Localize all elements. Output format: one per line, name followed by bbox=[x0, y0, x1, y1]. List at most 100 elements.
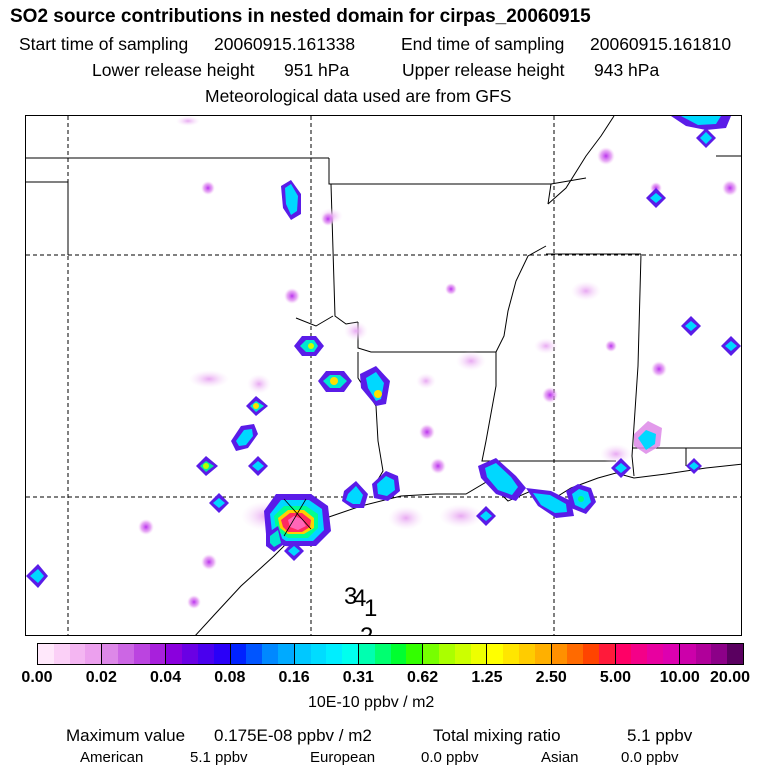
colorbar-swatch bbox=[423, 644, 439, 664]
colorbar-swatch bbox=[166, 644, 183, 664]
colorbar-swatch bbox=[663, 644, 679, 664]
map-svg: 3 4 1 2 bbox=[26, 116, 741, 636]
colorbar-swatch bbox=[503, 644, 519, 664]
colorbar-swatch bbox=[583, 644, 599, 664]
trajectory-label-1: 1 bbox=[364, 595, 377, 622]
asian-value: 0.0 ppbv bbox=[621, 749, 679, 766]
max-value: 0.175E-08 ppbv / m2 bbox=[214, 726, 372, 745]
european-label: European bbox=[310, 749, 376, 766]
colorbar-swatch bbox=[230, 644, 247, 664]
colorbar-swatch bbox=[454, 644, 471, 664]
colorbar-swatch bbox=[374, 644, 391, 664]
colorbar bbox=[37, 643, 744, 665]
colorbar-swatch bbox=[727, 644, 744, 664]
max-value-label: Maximum value bbox=[66, 726, 186, 745]
map-panel: 3 4 1 2 bbox=[25, 115, 742, 636]
colorbar-swatch bbox=[213, 644, 230, 664]
american-value: 5.1 ppbv bbox=[190, 749, 248, 766]
asian-label: Asian bbox=[541, 749, 579, 766]
met-data-note: Meteorological data used are from GFS bbox=[205, 86, 512, 106]
colorbar-swatch bbox=[534, 644, 551, 664]
colorbar-swatch bbox=[182, 644, 198, 664]
lower-release-label: Lower release height bbox=[92, 60, 255, 80]
colorbar-tick-label: 0.00 bbox=[21, 669, 53, 686]
colorbar-swatch bbox=[631, 644, 648, 664]
colorbar-tick-label: 2.50 bbox=[535, 669, 567, 686]
colorbar-swatch bbox=[149, 644, 166, 664]
colorbar-swatch bbox=[470, 644, 487, 664]
colorbar-swatch bbox=[438, 644, 455, 664]
colorbar-swatch bbox=[615, 644, 632, 664]
colorbar-segment bbox=[487, 644, 552, 664]
colorbar-tick-label: 0.62 bbox=[407, 669, 439, 686]
upper-release-value: 943 hPa bbox=[594, 60, 660, 80]
colorbar-swatch bbox=[310, 644, 327, 664]
colorbar-segment bbox=[230, 644, 295, 664]
colorbar-swatch bbox=[647, 644, 664, 664]
colorbar-swatch bbox=[342, 644, 358, 664]
colorbar-swatch bbox=[102, 644, 118, 664]
end-time-value: 20060915.161810 bbox=[590, 34, 732, 54]
colorbar-segment bbox=[615, 644, 680, 664]
colorbar-tick-label: 10.00 bbox=[659, 669, 700, 686]
colorbar-tick-label: 0.02 bbox=[85, 669, 117, 686]
colorbar-tick-label: 0.08 bbox=[214, 669, 246, 686]
colorbar-swatch bbox=[85, 644, 102, 664]
colorbar-tick-label: 0.16 bbox=[278, 669, 310, 686]
colorbar-segment bbox=[551, 644, 616, 664]
colorbar-swatch bbox=[567, 644, 584, 664]
colorbar-swatch bbox=[117, 644, 134, 664]
plume-features bbox=[26, 116, 741, 588]
colorbar-segment bbox=[358, 644, 424, 664]
colorbar-swatch bbox=[487, 644, 504, 664]
colorbar-swatch bbox=[518, 644, 535, 664]
colorbar-tick-label: 0.31 bbox=[342, 669, 374, 686]
colorbar-tick-label: 20.00 bbox=[709, 669, 751, 686]
colorbar-tick-label: 1.25 bbox=[471, 669, 503, 686]
colorbar-segment bbox=[294, 644, 359, 664]
total-mixing-value: 5.1 ppbv bbox=[627, 726, 693, 745]
colorbar-swatch bbox=[695, 644, 712, 664]
concentration-dots bbox=[138, 147, 738, 609]
chart-title: SO2 source contributions in nested domai… bbox=[10, 6, 591, 27]
start-time-value: 20060915.161338 bbox=[214, 34, 356, 54]
colorbar-swatch bbox=[262, 644, 278, 664]
colorbar-swatch bbox=[711, 644, 728, 664]
colorbar-swatch bbox=[358, 644, 375, 664]
colorbar-tick-label: 0.04 bbox=[149, 669, 182, 686]
colorbar-swatch bbox=[326, 644, 343, 664]
start-time-label: Start time of sampling bbox=[19, 34, 189, 54]
colorbar-segment bbox=[166, 644, 231, 664]
european-value: 0.0 ppbv bbox=[421, 749, 479, 766]
colorbar-segment bbox=[38, 644, 103, 664]
colorbar-swatch bbox=[551, 644, 568, 664]
colorbar-swatch bbox=[246, 644, 263, 664]
concentration-haze bbox=[176, 116, 632, 531]
colorbar-segment bbox=[423, 644, 488, 664]
colorbar-swatch bbox=[598, 644, 615, 664]
colorbar-swatch bbox=[53, 644, 70, 664]
american-label: American bbox=[80, 749, 144, 766]
colorbar-swatch bbox=[133, 644, 150, 664]
total-mixing-label: Total mixing ratio bbox=[433, 726, 561, 745]
upper-release-label: Upper release height bbox=[402, 60, 565, 80]
colorbar-swatch bbox=[294, 644, 311, 664]
trajectory-label-3: 3 bbox=[344, 583, 357, 610]
state-boundaries bbox=[26, 116, 741, 489]
lower-release-value: 951 hPa bbox=[284, 60, 350, 80]
end-time-label: End time of sampling bbox=[401, 34, 565, 54]
colorbar-segment bbox=[679, 644, 744, 664]
colorbar-swatch bbox=[197, 644, 214, 664]
colorbar-swatch bbox=[406, 644, 423, 664]
colorbar-swatch bbox=[679, 644, 696, 664]
colorbar-swatch bbox=[69, 644, 86, 664]
trajectory-label-4: 4 bbox=[353, 585, 366, 612]
colorbar-segment bbox=[102, 644, 167, 664]
colorbar-units: 10E-10 ppbv / m2 bbox=[308, 694, 435, 711]
colorbar-swatch bbox=[38, 644, 54, 664]
colorbar-swatch bbox=[277, 644, 294, 664]
colorbar-swatch bbox=[390, 644, 407, 664]
colorbar-tick-label: 5.00 bbox=[599, 669, 632, 686]
trajectory-label-2: 2 bbox=[360, 623, 373, 636]
trajectory-labels: 3 4 1 2 bbox=[344, 583, 377, 636]
